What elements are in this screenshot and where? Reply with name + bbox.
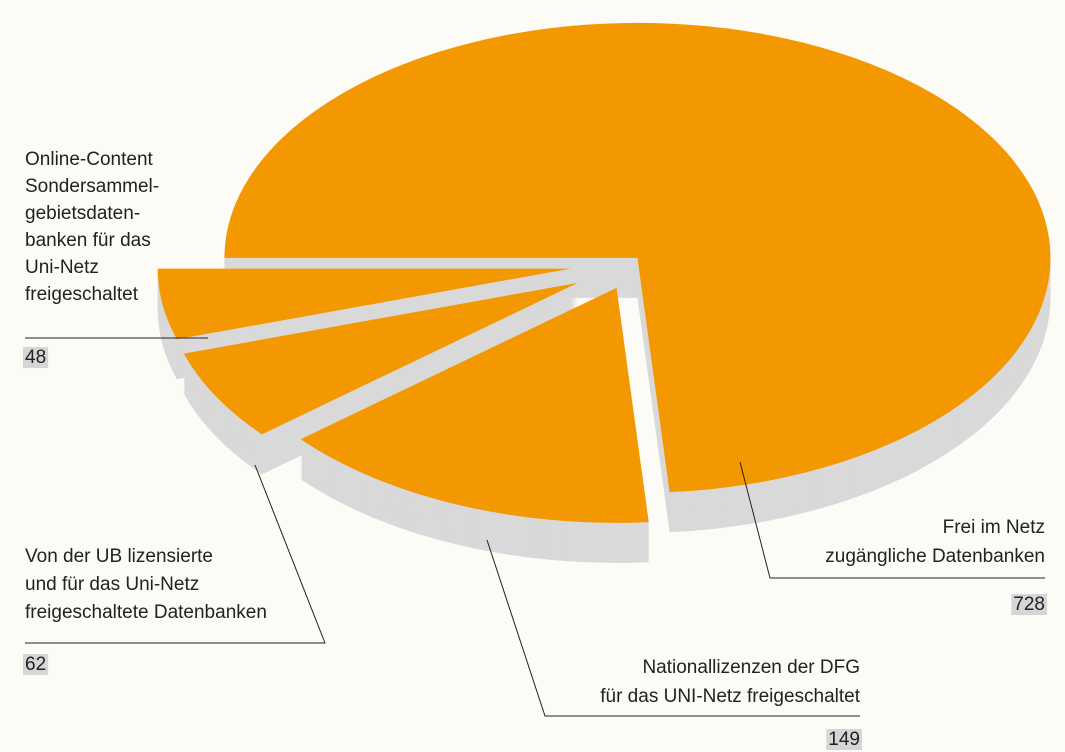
slice-label: freigeschaltet (25, 284, 139, 305)
value-label-bg (23, 347, 49, 369)
slice-label: Online-Content (25, 149, 154, 170)
slice-label: und für das Uni-Netz (25, 574, 199, 595)
slice (224, 22, 1051, 493)
slice-label: Von der UB lizensierte (25, 546, 213, 567)
leader-line (486, 539, 860, 717)
slice-label: freigeschaltete Datenbanken (25, 602, 267, 623)
slice-label: für das UNI-Netz freigeschaltet (600, 686, 860, 707)
value-label: 728 (1013, 594, 1045, 615)
value-label: 149 (828, 729, 860, 750)
slice-label: zugängliche Datenbanken (825, 546, 1045, 567)
value-label-bg (1011, 594, 1047, 616)
slice (183, 282, 578, 435)
slice-label: banken für das (25, 230, 151, 251)
slice-label: Uni-Netz (25, 257, 99, 278)
value-label-bg (23, 654, 49, 676)
slice-label: Nationallizenzen der DFG (642, 657, 860, 678)
leader-line (739, 461, 1045, 579)
leader-line (25, 464, 326, 644)
slice-label: Sondersammel- (25, 176, 159, 197)
slice-label: Frei im Netz (943, 517, 1045, 538)
slice (157, 268, 571, 340)
slice (300, 287, 649, 523)
value-label-bg (826, 729, 862, 751)
value-label: 62 (25, 654, 46, 675)
slice-label: gebietsdaten- (25, 203, 140, 224)
value-label: 48 (25, 347, 46, 368)
